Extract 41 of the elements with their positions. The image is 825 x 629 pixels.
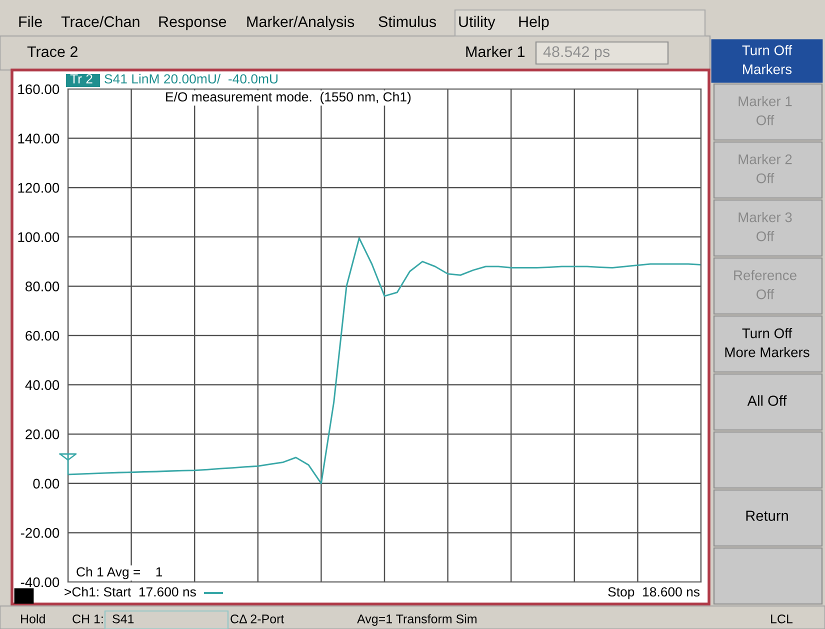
text: LCL — [771, 614, 793, 624]
text: CH 1: — [72, 614, 103, 624]
y-tick-label: 60.00 — [26, 330, 60, 341]
y-tick-label: 100.00 — [18, 232, 60, 242]
text: Stimulus — [378, 16, 436, 28]
text: Hold — [21, 614, 45, 624]
text: Response — [159, 16, 226, 30]
y-tick-label: 160.00 — [18, 84, 60, 94]
y-tick-label: 40.00 — [25, 380, 60, 390]
annotation: E/O measurement mode. (1550 nm, Ch1) — [166, 92, 411, 104]
text: Stop 18.600 ns — [608, 587, 700, 600]
text: Avg=1 Transform Sim — [357, 614, 476, 626]
text: Utility — [459, 16, 496, 30]
text: Marker 1 Off — [738, 96, 792, 126]
text: Turn Off More Markers — [725, 328, 810, 358]
text: Marker 2 Off — [738, 154, 792, 184]
text: Marker 1 — [466, 46, 525, 58]
y-tick-label: 20.00 — [26, 429, 60, 440]
text: All Off — [747, 395, 787, 406]
y-tick-label: -20.00 — [20, 528, 60, 538]
text: Trace 2 — [27, 46, 78, 58]
chart-title: S41 LinM 20.00mU/ -40.0mU — [104, 74, 278, 84]
text: S41 — [112, 614, 134, 624]
text: Reference Off — [734, 270, 796, 300]
text: Turn Off Markers — [742, 45, 792, 74]
text: Marker 3 Off — [738, 212, 792, 242]
text: 48.542 ps — [543, 46, 610, 60]
text: Trace/Chan — [61, 16, 140, 28]
y-tick-label: 80.00 — [26, 282, 60, 292]
y-tick-label: 120.00 — [18, 182, 60, 193]
y-tick-label: 0.00 — [33, 478, 60, 489]
text: File — [19, 16, 42, 28]
text: Tr 2 — [70, 74, 92, 84]
text: Return — [746, 510, 788, 521]
text: >Ch1: Start 17.600 ns — [64, 586, 196, 597]
text: Help — [519, 16, 549, 30]
y-tick-label: 140.00 — [18, 134, 60, 144]
annotation: Ch 1 Avg = 1 — [76, 566, 162, 580]
text: Marker/Analysis — [247, 16, 354, 30]
text: CΔ 2-Port — [230, 614, 284, 624]
y-tick-label: -40.00 — [20, 577, 60, 588]
